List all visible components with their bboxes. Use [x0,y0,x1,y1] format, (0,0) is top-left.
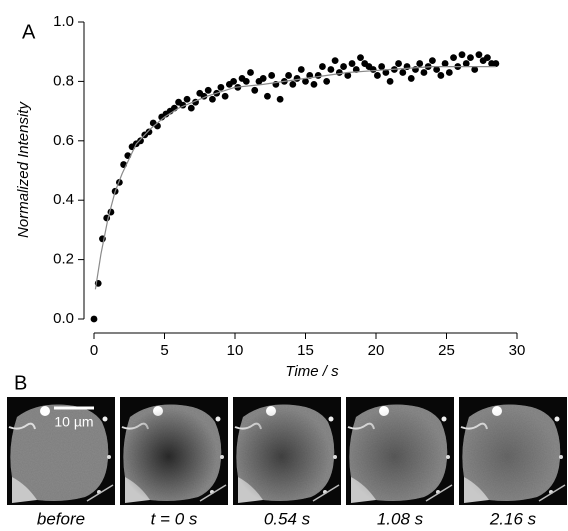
image-label: 1.08 s [377,509,424,528]
data-point [429,57,436,65]
bleach-spot [459,397,567,505]
data-point [433,66,441,73]
data-point [357,54,364,62]
data-point [187,104,195,112]
scale-bar-label: 10 µm [54,414,93,430]
x-tick-label: 30 [509,342,526,359]
bleach-spot [120,397,228,505]
data-point [314,72,322,79]
data-point [310,80,318,88]
data-point [407,75,415,82]
data-point [416,60,424,67]
image-label: t = 0 s [151,509,198,528]
data-point [441,60,449,67]
data-point [293,75,301,82]
data-point [297,66,305,73]
data-point [302,78,309,85]
data-point [276,95,284,103]
x-tick-label: 5 [160,342,168,359]
data-point [242,78,250,85]
data-point [335,69,343,76]
image-label: before [37,509,85,528]
data-point [137,137,144,145]
data-point [437,72,445,79]
data-point [251,86,259,94]
fit-line [94,66,496,290]
data-point [445,69,453,76]
data-point [221,92,229,100]
data-point [340,63,347,70]
data-point [145,128,153,136]
data-point [374,72,381,79]
data-point [378,63,386,70]
data-point [382,69,390,76]
data-point [386,78,394,85]
data-point [209,95,216,103]
y-tick-label: 0.2 [53,251,74,268]
data-point [285,72,292,79]
data-point [399,69,407,76]
panel-label: B [14,372,27,394]
data-point [264,92,271,100]
x-tick-label: 20 [368,342,385,359]
data-point [204,86,212,94]
data-point [90,315,98,323]
data-point [395,60,402,67]
y-tick-label: 0.6 [53,132,74,149]
data-point [259,75,267,82]
panel-label: A [22,21,36,43]
data-point [268,72,276,79]
data-point [369,66,377,73]
y-axis-label: Normalized Intensity [15,101,32,238]
x-tick-label: 0 [90,342,98,359]
data-point [344,72,352,79]
bleach-spot [346,397,454,505]
data-point [483,54,491,62]
data-point [217,83,225,91]
x-axis-label: Time / s [285,363,339,380]
data-point [462,60,470,67]
x-tick-label: 15 [297,342,314,359]
data-point [471,66,479,73]
y-tick-label: 0.4 [53,191,74,208]
data-point [348,60,356,67]
data-point [319,63,326,70]
data-point [183,95,191,103]
data-point [323,78,331,85]
data-point [450,54,457,62]
y-tick-label: 0.8 [53,72,74,89]
data-point [458,51,466,59]
x-tick-label: 25 [438,342,455,359]
data-point [247,69,254,76]
micrographs [7,397,567,505]
y-tick-label: 0.0 [53,310,74,327]
data-point [327,66,335,73]
data-point [467,54,474,62]
image-label: 2.16 s [489,509,537,528]
data-point [331,57,339,65]
data-point [230,78,237,85]
image-label: 0.54 s [264,509,311,528]
data-point [289,80,297,88]
data-point [475,51,483,59]
data-point [420,69,428,76]
data-point [492,60,500,67]
bleach-spot [233,397,341,505]
x-tick-label: 10 [227,342,244,359]
y-tick-label: 1.0 [53,13,74,30]
